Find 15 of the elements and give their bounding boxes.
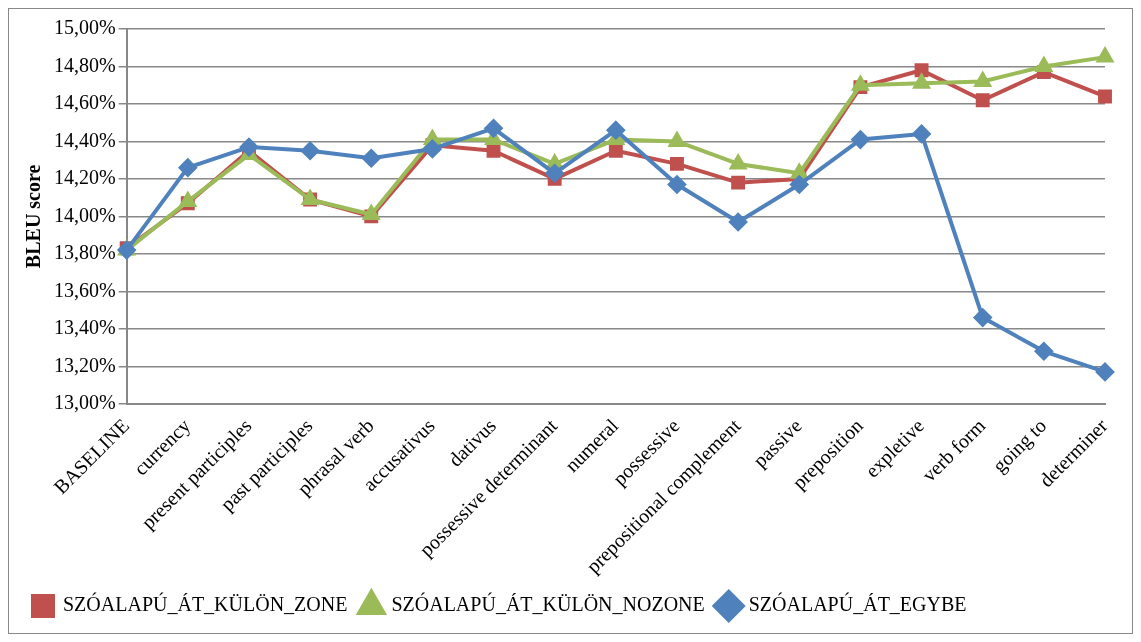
y-tick-label: 14,00%	[53, 203, 116, 226]
y-axis-title: BLEU score	[22, 164, 45, 269]
y-tick-label: 13,20%	[53, 353, 116, 376]
y-tick-label: 13,40%	[53, 316, 116, 339]
y-tick-label: 13,80%	[53, 241, 116, 264]
legend-label: SZÓALAPÚ_ÁT_KÜLÖN_NOZONE	[391, 592, 705, 616]
y-tick-label: 14,40%	[53, 128, 116, 151]
y-tick-label: 15,00%	[53, 16, 116, 39]
y-tick-label: 14,60%	[53, 91, 116, 114]
y-tick-label: 13,60%	[53, 278, 116, 301]
y-tick-label: 13,00%	[53, 391, 116, 413]
legend-label: SZÓALAPÚ_ÁT_KÜLÖN_ZONE	[63, 592, 348, 616]
y-tick-label: 14,80%	[53, 53, 116, 76]
legend-label: SZÓALAPÚ_ÁT_EGYBE	[748, 592, 967, 616]
y-tick-label: 14,20%	[53, 166, 116, 189]
